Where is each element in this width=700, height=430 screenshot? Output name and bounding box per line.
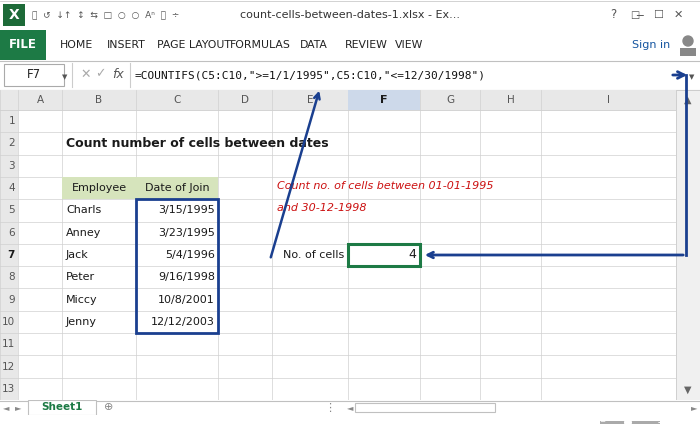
Bar — [28, 400, 96, 415]
Text: Sheet1: Sheet1 — [41, 402, 83, 412]
Text: ▲: ▲ — [685, 95, 692, 105]
Text: Employee: Employee — [71, 183, 127, 193]
Text: B: B — [95, 95, 103, 105]
Text: 3: 3 — [8, 161, 15, 171]
Text: 5: 5 — [8, 206, 15, 215]
Text: ✕: ✕ — [80, 68, 90, 80]
Text: Miccy: Miccy — [66, 295, 97, 304]
Text: 4: 4 — [408, 249, 416, 261]
Text: D: D — [241, 95, 249, 105]
Circle shape — [683, 36, 693, 46]
Text: ☐: ☐ — [653, 10, 663, 20]
Text: C: C — [174, 95, 181, 105]
Text: +: + — [657, 416, 667, 429]
Bar — [545, 418, 557, 427]
Text: 7: 7 — [8, 250, 15, 260]
Text: and 30-12-1998: and 30-12-1998 — [277, 203, 367, 213]
Text: PAGE LAYOUT: PAGE LAYOUT — [157, 40, 231, 50]
Text: VIEW: VIEW — [395, 40, 424, 50]
Text: 10/8/2001: 10/8/2001 — [158, 295, 215, 304]
Text: 11: 11 — [1, 339, 15, 349]
Text: F7: F7 — [27, 68, 41, 82]
Text: Sign in: Sign in — [632, 40, 671, 50]
Text: ─: ─ — [636, 10, 643, 20]
Text: 1: 1 — [8, 116, 15, 126]
Text: 3/15/1995: 3/15/1995 — [158, 206, 215, 215]
Text: ⋮: ⋮ — [324, 402, 335, 412]
Text: count-cells-between-dates-1.xlsx - Ex...: count-cells-between-dates-1.xlsx - Ex... — [240, 10, 460, 20]
Bar — [4, 64, 64, 86]
Text: 9/16/1998: 9/16/1998 — [158, 272, 215, 283]
Text: ►: ► — [15, 403, 21, 412]
Text: HOME: HOME — [60, 40, 93, 50]
Text: FORMULAS: FORMULAS — [230, 40, 291, 50]
Text: ▼: ▼ — [685, 385, 692, 395]
Text: ─: ─ — [600, 420, 604, 426]
Text: fx: fx — [112, 68, 124, 80]
Bar — [562, 418, 574, 427]
Text: 8: 8 — [8, 272, 15, 283]
Text: ✓: ✓ — [95, 68, 106, 80]
Text: 5/4/1996: 5/4/1996 — [165, 250, 215, 260]
Text: INSERT: INSERT — [107, 40, 146, 50]
Text: ─: ─ — [588, 416, 596, 429]
Text: READY: READY — [8, 418, 43, 427]
Text: FILE: FILE — [9, 39, 37, 52]
Text: 10: 10 — [2, 317, 15, 327]
Text: 9: 9 — [8, 295, 15, 304]
Text: REVIEW: REVIEW — [345, 40, 388, 50]
Text: Jenny: Jenny — [66, 317, 97, 327]
Circle shape — [624, 418, 632, 427]
Text: ▼: ▼ — [62, 74, 67, 80]
Text: 3/23/1995: 3/23/1995 — [158, 228, 215, 238]
Text: 6: 6 — [8, 228, 15, 238]
Bar — [348, 90, 420, 110]
Text: 2: 2 — [8, 138, 15, 148]
Text: Jack: Jack — [66, 250, 89, 260]
Text: ⊕: ⊕ — [104, 402, 113, 412]
Text: Count no. of cells between 01-01-1995: Count no. of cells between 01-01-1995 — [277, 181, 493, 191]
Text: 12: 12 — [1, 362, 15, 372]
Text: DATA: DATA — [300, 40, 328, 50]
Text: □: □ — [630, 10, 639, 20]
Bar — [0, 30, 46, 60]
Bar — [62, 177, 136, 199]
Text: ►: ► — [690, 403, 697, 412]
Text: I: I — [607, 95, 610, 105]
Bar — [676, 90, 700, 400]
Bar — [136, 199, 218, 333]
Text: Anney: Anney — [66, 228, 102, 238]
Text: Date of Join: Date of Join — [145, 183, 209, 193]
Text: ◄: ◄ — [346, 403, 353, 412]
Text: 4: 4 — [8, 183, 15, 193]
Text: Count number of cells between dates: Count number of cells between dates — [66, 137, 328, 150]
Text: ?: ? — [610, 9, 616, 22]
Text: A: A — [36, 95, 43, 105]
Text: 100%: 100% — [662, 418, 690, 427]
Bar — [600, 421, 660, 424]
Bar — [0, 90, 18, 400]
Bar — [348, 244, 420, 266]
Text: No. of cells: No. of cells — [283, 250, 344, 260]
Text: ◄: ◄ — [3, 403, 9, 412]
Bar — [579, 418, 591, 427]
Text: Peter: Peter — [66, 272, 95, 283]
Text: 12/12/2003: 12/12/2003 — [151, 317, 215, 327]
Bar — [0, 90, 700, 110]
Text: X: X — [8, 8, 20, 22]
Text: Charls: Charls — [66, 206, 102, 215]
Bar — [680, 48, 696, 56]
Text: ⎙  ↺  ↓↑  ↕  ⇆  □  ○  ○  Aⁿ  ⎕  ÷: ⎙ ↺ ↓↑ ↕ ⇆ □ ○ ○ Aⁿ ⎕ ÷ — [32, 10, 179, 19]
Bar — [355, 403, 495, 412]
Text: ✕: ✕ — [673, 10, 682, 20]
Bar — [3, 4, 25, 26]
Text: ▼: ▼ — [689, 74, 694, 80]
Text: =COUNTIFS(C5:C10,">=1/1/1995",C5:C10,"<=12/30/1998"): =COUNTIFS(C5:C10,">=1/1/1995",C5:C10,"<=… — [135, 70, 486, 80]
Text: H: H — [507, 95, 514, 105]
Text: F: F — [380, 95, 388, 105]
Bar — [136, 177, 218, 199]
Text: G: G — [446, 95, 454, 105]
Text: E: E — [307, 95, 314, 105]
Text: 13: 13 — [1, 384, 15, 394]
